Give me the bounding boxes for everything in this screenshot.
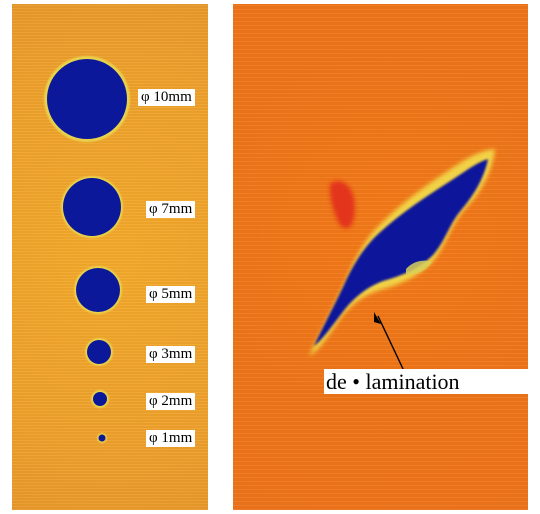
size-label-2mm: φ 2mm — [146, 393, 196, 410]
hole-7mm-core — [63, 178, 121, 236]
size-label-1mm: φ 1mm — [146, 430, 196, 447]
hole-5mm-core — [76, 268, 120, 312]
hole-2mm-core — [93, 392, 107, 406]
defect-yellow-inner-spot — [406, 260, 432, 275]
size-label-10mm: φ 10mm — [138, 89, 195, 106]
size-label-7mm: φ 7mm — [146, 201, 196, 218]
hole-3mm-core — [87, 340, 111, 364]
red-artifact — [329, 180, 355, 229]
reference-holes-graphic — [44, 56, 130, 443]
size-label-3mm: φ 3mm — [146, 346, 196, 363]
delamination-scan-panel — [233, 4, 528, 510]
delamination-graphic — [309, 149, 495, 356]
hole-1mm-core — [98, 434, 106, 442]
size-label-5mm: φ 5mm — [146, 286, 196, 303]
delamination-label: de • lamination — [324, 369, 538, 394]
hole-10mm-core — [47, 59, 127, 139]
reference-hole-scan-panel — [12, 4, 208, 510]
delamination-region — [314, 159, 488, 346]
